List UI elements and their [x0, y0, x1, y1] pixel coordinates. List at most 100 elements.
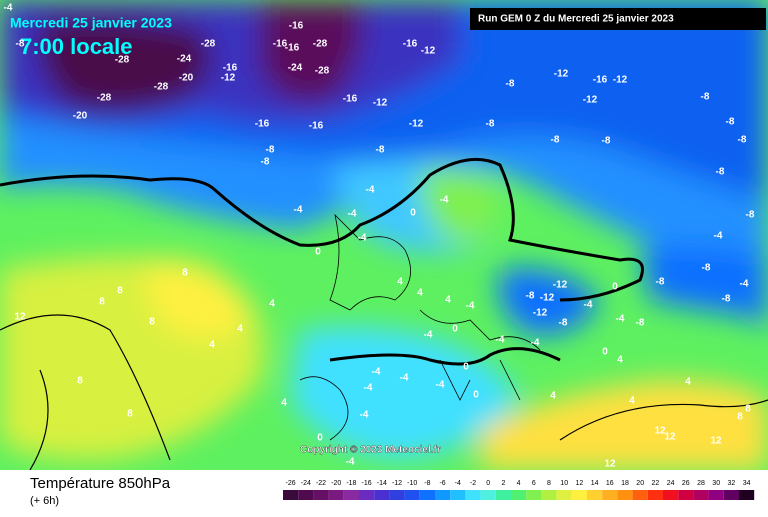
scale-swatch — [328, 490, 344, 500]
contour-label: -4 — [496, 335, 505, 346]
scale-label: 24 — [667, 480, 675, 487]
scale-label: -12 — [392, 480, 402, 487]
scale-swatch — [526, 490, 542, 500]
contour-label: -4 — [346, 457, 355, 468]
scale-swatch — [587, 490, 603, 500]
contour-label: -8 — [716, 167, 725, 178]
contour-label: -8 — [506, 79, 515, 90]
contour-label: -12 — [421, 46, 436, 57]
contour-labels: -4-8-28-28-24-16-12-20-28-28-20-16-16-16… — [4, 3, 755, 470]
scale-swatch — [693, 490, 709, 500]
scale-label: 4 — [517, 480, 521, 487]
scale-swatch — [602, 490, 618, 500]
scale-swatch — [663, 490, 679, 500]
scale-label: -8 — [424, 480, 430, 487]
contour-label: -8 — [526, 291, 535, 302]
scale-label: 30 — [712, 480, 720, 487]
scale-label: -24 — [301, 480, 311, 487]
contour-label: -12 — [373, 98, 388, 109]
contour-label: -28 — [97, 93, 112, 104]
scale-label: 16 — [606, 480, 614, 487]
scale-label: 8 — [547, 480, 551, 487]
contour-label: 12 — [710, 436, 722, 447]
contour-label: -4 — [348, 209, 357, 220]
contour-label: -4 — [616, 314, 625, 325]
contour-label: 0 — [315, 247, 321, 258]
scale-label: -16 — [362, 480, 372, 487]
scale-swatch — [617, 490, 633, 500]
scale-label: -14 — [377, 480, 387, 487]
contour-label: 4 — [281, 398, 287, 409]
contour-label: -8 — [701, 92, 710, 103]
contour-label: 0 — [452, 324, 458, 335]
contour-label: -8 — [602, 136, 611, 147]
contour-label: 12 — [14, 312, 26, 323]
scale-swatch — [389, 490, 405, 500]
scale-swatch — [632, 490, 648, 500]
scale-label: 14 — [591, 480, 599, 487]
map-field — [0, 0, 768, 471]
scale-swatch — [678, 490, 694, 500]
contour-label: -12 — [221, 73, 236, 84]
scale-swatch — [359, 490, 375, 500]
contour-label: -8 — [726, 117, 735, 128]
contour-label: -8 — [261, 157, 270, 168]
contour-label: -28 — [315, 66, 330, 77]
contour-label: -28 — [313, 39, 328, 50]
contour-label: -8 — [636, 318, 645, 329]
contour-label: -4 — [4, 3, 13, 14]
scale-label: -20 — [331, 480, 341, 487]
contour-label: 12 — [664, 432, 676, 443]
scale-swatch — [556, 490, 572, 500]
scale-label: 34 — [743, 480, 751, 487]
contour-label: -4 — [714, 231, 723, 242]
contour-label: -24 — [177, 54, 192, 65]
contour-label: -4 — [294, 205, 303, 216]
scale-swatch — [283, 490, 299, 500]
contour-label: -16 — [223, 63, 238, 74]
contour-label: 4 — [445, 295, 451, 306]
scale-label: 12 — [576, 480, 584, 487]
contour-label: 8 — [737, 412, 743, 423]
scale-label: -2 — [470, 480, 476, 487]
contour-label: 8 — [745, 404, 751, 415]
contour-label: -4 — [364, 383, 373, 394]
scale-swatch — [511, 490, 527, 500]
contour-label: -8 — [16, 39, 25, 50]
contour-label: -8 — [266, 145, 275, 156]
scale-label: -18 — [346, 480, 356, 487]
scale-label: 18 — [621, 480, 629, 487]
contour-label: -12 — [553, 280, 568, 291]
copyright: Copyright © 2023 Meteociel.fr — [300, 445, 441, 456]
contour-label: -4 — [366, 185, 375, 196]
scale-label: -6 — [439, 480, 445, 487]
contour-label: 8 — [117, 286, 123, 297]
scale-swatch — [450, 490, 466, 500]
contour-label: -4 — [358, 233, 367, 244]
contour-label: -20 — [73, 111, 88, 122]
scale-label: 22 — [652, 480, 660, 487]
contour-label: 4 — [617, 355, 623, 366]
contour-label: -12 — [540, 293, 555, 304]
contour-label: -16 — [593, 75, 608, 86]
contour-label: -4 — [740, 279, 749, 290]
contour-label: -4 — [360, 410, 369, 421]
contour-label: -8 — [702, 263, 711, 274]
run-box — [470, 8, 766, 30]
contour-label: -4 — [372, 367, 381, 378]
contour-label: 12 — [654, 426, 666, 437]
contour-label: 0 — [410, 208, 416, 219]
scale-label: 26 — [682, 480, 690, 487]
contour-label: 0 — [463, 362, 469, 373]
run-info: Run GEM 0 Z du Mercredi 25 janvier 2023 — [478, 14, 674, 25]
scale-swatch — [708, 490, 724, 500]
contour-label: -8 — [486, 119, 495, 130]
contour-label: -12 — [533, 308, 548, 319]
contour-label: 4 — [629, 396, 635, 407]
contour-label: -8 — [559, 318, 568, 329]
scale-swatch — [313, 490, 329, 500]
contour-label: 0 — [612, 282, 618, 293]
scale-label: 0 — [486, 480, 490, 487]
